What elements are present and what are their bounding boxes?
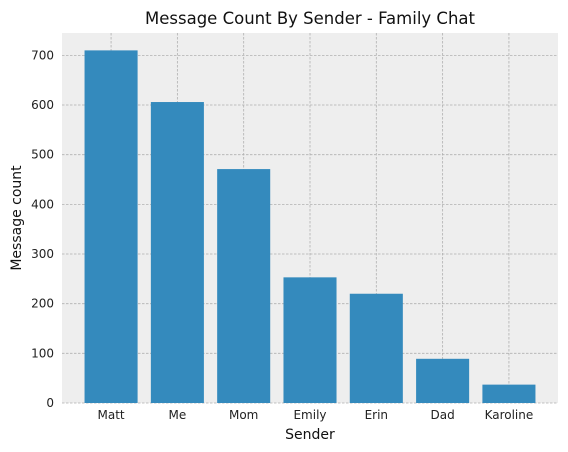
x-tick-label: Emily: [293, 408, 326, 422]
x-tick-label: Me: [169, 408, 187, 422]
bar-karoline: [482, 384, 536, 403]
y-tick-label: 100: [31, 346, 54, 360]
y-axis-label: Message count: [9, 165, 25, 271]
y-tick-label: 300: [31, 247, 54, 261]
bar-emily: [283, 277, 337, 403]
bar-me: [150, 102, 204, 403]
y-tick-label: 600: [31, 98, 54, 112]
x-tick-label: Dad: [431, 408, 455, 422]
y-tick-label: 200: [31, 297, 54, 311]
bars-group: [84, 50, 536, 404]
bar-erin: [349, 293, 403, 403]
x-tick-label: Mom: [229, 408, 258, 422]
y-tick-label: 400: [31, 197, 54, 211]
bar-mom: [217, 169, 271, 403]
bar-matt: [84, 50, 138, 404]
x-axis-label: Sender: [285, 427, 335, 443]
y-tick-label: 700: [31, 48, 54, 62]
x-tick-label: Karoline: [485, 408, 534, 422]
chart-title: Message Count By Sender - Family Chat: [145, 9, 475, 28]
x-tick-label: Matt: [98, 408, 125, 422]
x-tick-label: Erin: [365, 408, 388, 422]
x-tick-labels: Matt Me Mom Emily Erin Dad Karoline: [98, 408, 534, 422]
y-tick-label: 500: [31, 148, 54, 162]
y-tick-label: 0: [46, 396, 54, 410]
y-tick-labels: 0 100 200 300 400 500 600 700: [31, 48, 54, 410]
bar-dad: [416, 358, 470, 403]
